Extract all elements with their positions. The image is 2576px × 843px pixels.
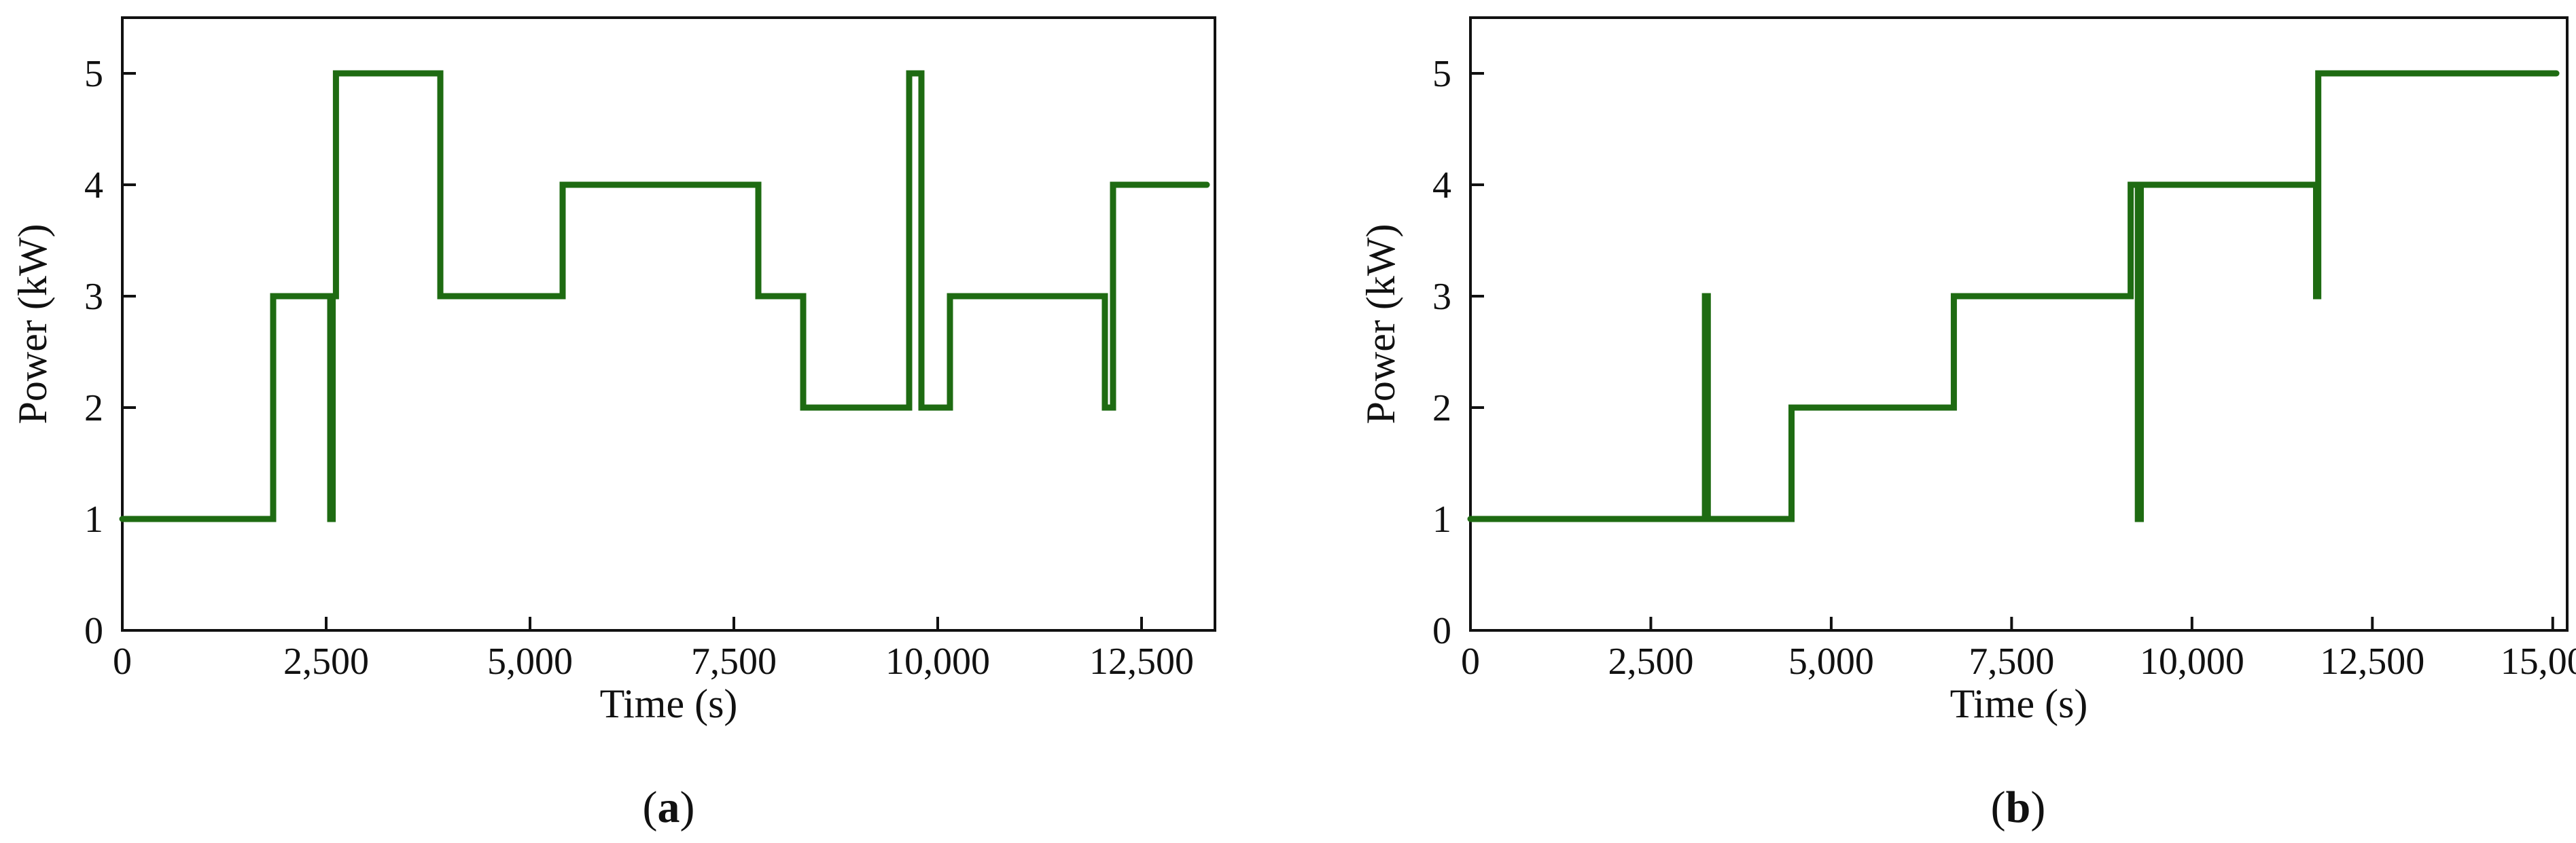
plot-frame: [121, 16, 1216, 632]
panel-label-a: (a): [643, 783, 695, 832]
y-tick-label: 5: [84, 53, 103, 95]
y-tick-label: 1: [1432, 499, 1451, 541]
y-tick-label: 2: [84, 387, 103, 429]
x-axis-title: Time (s): [600, 681, 738, 726]
y-tick-label: 4: [84, 164, 103, 207]
y-tick-label: 4: [1432, 164, 1451, 207]
y-tick-label: 1: [84, 499, 103, 541]
y-axis-title: Power (kW): [1358, 224, 1403, 425]
x-tick-label: 5,000: [1788, 641, 1874, 683]
y-tick-label: 0: [84, 610, 103, 652]
y-tick-label: 0: [1432, 610, 1451, 652]
plot-frame: [1469, 16, 2569, 632]
panel-label-b: (b): [1991, 783, 2046, 832]
x-axis-title: Time (s): [1950, 681, 2088, 726]
x-tick-label: 7,500: [1969, 641, 2054, 683]
x-tick-label: 12,500: [1089, 641, 1194, 683]
y-tick-label: 3: [84, 276, 103, 318]
x-tick-label: 10,000: [2140, 641, 2244, 683]
x-tick-label: 7,500: [691, 641, 777, 683]
x-tick-label: 2,500: [283, 641, 369, 683]
x-tick-label: 5,000: [487, 641, 573, 683]
y-tick-label: 3: [1432, 276, 1451, 318]
y-tick-label: 5: [1432, 53, 1451, 95]
x-tick-label: 0: [113, 641, 132, 683]
y-axis-title: Power (kW): [10, 224, 55, 425]
x-tick-label: 2,500: [1608, 641, 1693, 683]
x-tick-label: 12,500: [2320, 641, 2424, 683]
chart-panel-b: 0 2,500 5,000 7,500 10,000 12,500 15,000 0 1 2 3 4 5…: [1358, 16, 2576, 726]
panel-letter: a: [658, 783, 680, 832]
series-line-0: [119, 70, 1210, 522]
panel-letter: b: [2006, 783, 2031, 832]
x-tick-label: 15,000: [2501, 641, 2576, 683]
chart-panel-a: 0 2,500 5,000 7,500 10,000 12,500 0 1 2 3 4 5 Time (…: [10, 16, 1216, 726]
x-tick-label: 10,000: [885, 641, 990, 683]
y-tick-label: 2: [1432, 387, 1451, 429]
x-tick-label: 0: [1461, 641, 1480, 683]
series-line-0: [1467, 70, 2560, 522]
